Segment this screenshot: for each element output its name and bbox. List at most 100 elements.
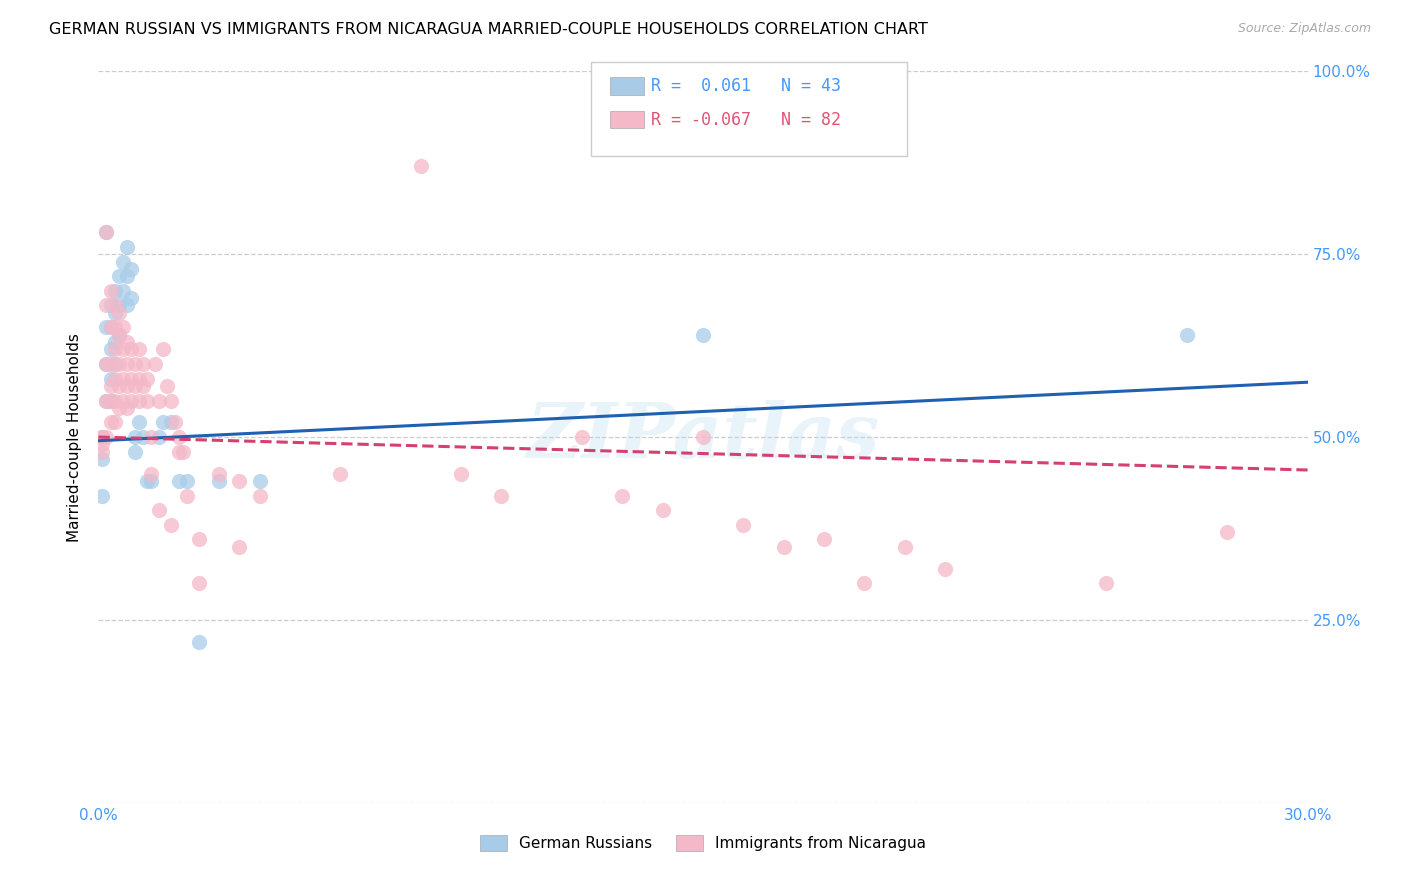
Point: [107, 298, 129, 312]
Point: [115, 357, 138, 371]
Point: [100, 343, 122, 357]
Point: [111, 371, 134, 385]
Point: [107, 401, 129, 415]
Point: [571, 430, 593, 444]
Point: [103, 371, 125, 385]
Point: [128, 416, 150, 430]
Point: [152, 343, 174, 357]
Point: [115, 334, 138, 349]
Point: [176, 474, 198, 488]
Point: [107, 327, 129, 342]
Point: [103, 393, 125, 408]
Point: [96, 298, 118, 312]
Point: [100, 416, 122, 430]
Point: [111, 393, 134, 408]
Point: [111, 343, 134, 357]
Point: [100, 379, 122, 393]
Point: [409, 160, 432, 174]
Point: [103, 334, 125, 349]
Point: [96, 393, 118, 408]
Point: [156, 379, 179, 393]
Point: [167, 474, 190, 488]
Point: [96, 320, 118, 334]
Point: [111, 254, 134, 268]
Point: [91, 452, 114, 467]
Point: [772, 130, 794, 145]
Point: [115, 401, 138, 415]
Point: [120, 371, 142, 385]
Point: [148, 430, 170, 444]
Point: [91, 444, 114, 458]
Point: [100, 298, 122, 312]
Point: [103, 343, 125, 357]
Point: [208, 474, 231, 488]
Point: [934, 562, 956, 576]
Point: [176, 489, 198, 503]
Point: [124, 357, 146, 371]
Point: [96, 357, 118, 371]
Point: [91, 430, 114, 444]
Point: [893, 540, 915, 554]
Point: [128, 371, 150, 385]
Point: [160, 416, 183, 430]
Point: [152, 416, 174, 430]
Point: [96, 225, 118, 239]
Point: [103, 298, 125, 312]
Point: [733, 517, 755, 532]
Point: [100, 393, 122, 408]
Point: [100, 320, 122, 334]
Point: [91, 489, 114, 503]
Point: [91, 437, 114, 451]
Text: R =  0.061   N = 43: R = 0.061 N = 43: [651, 77, 841, 95]
Point: [115, 379, 138, 393]
Point: [160, 393, 183, 408]
Point: [651, 503, 673, 517]
Point: [103, 284, 125, 298]
Point: [160, 517, 183, 532]
Point: [329, 467, 352, 481]
Point: [491, 489, 513, 503]
Point: [115, 240, 138, 254]
Point: [692, 430, 714, 444]
Point: [1175, 327, 1198, 342]
Point: [135, 393, 157, 408]
Point: [128, 393, 150, 408]
Point: [228, 474, 250, 488]
Point: [107, 269, 129, 284]
Point: [135, 371, 157, 385]
Point: [612, 489, 634, 503]
Point: [103, 416, 125, 430]
Point: [111, 284, 134, 298]
Text: Source: ZipAtlas.com: Source: ZipAtlas.com: [1237, 22, 1371, 36]
Point: [100, 320, 122, 334]
Point: [124, 379, 146, 393]
Point: [135, 474, 157, 488]
Point: [143, 357, 166, 371]
Text: ZIPatlas: ZIPatlas: [526, 401, 880, 474]
Point: [450, 467, 472, 481]
Point: [96, 430, 118, 444]
Point: [120, 261, 142, 276]
Point: [1095, 576, 1118, 591]
Point: [772, 540, 794, 554]
Point: [139, 474, 162, 488]
Point: [163, 416, 186, 430]
Point: [107, 306, 129, 320]
Point: [91, 430, 114, 444]
Point: [128, 343, 150, 357]
Point: [96, 393, 118, 408]
Point: [692, 327, 714, 342]
Point: [100, 357, 122, 371]
Point: [249, 474, 271, 488]
Point: [139, 467, 162, 481]
Point: [107, 357, 129, 371]
Point: [228, 540, 250, 554]
Point: [96, 357, 118, 371]
Point: [103, 320, 125, 334]
Point: [100, 371, 122, 385]
Legend: German Russians, Immigrants from Nicaragua: German Russians, Immigrants from Nicarag…: [474, 830, 932, 857]
Point: [100, 284, 122, 298]
Point: [107, 379, 129, 393]
Point: [132, 357, 155, 371]
Point: [188, 533, 211, 547]
